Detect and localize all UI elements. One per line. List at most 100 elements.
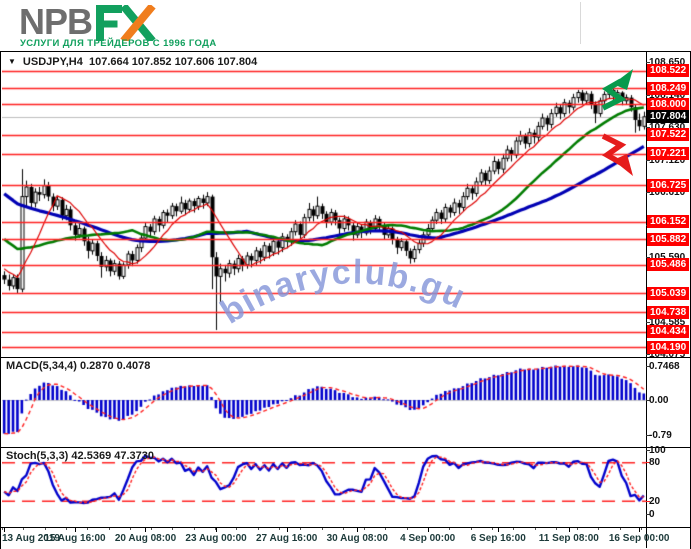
time-axis-label: 13 Aug 2019 <box>2 533 60 544</box>
level-price-label: 105.882 <box>647 232 690 246</box>
time-axis-label: 6 Sep 16:00 <box>470 533 526 544</box>
time-minor-tick <box>172 528 174 530</box>
time-minor-tick <box>491 528 493 530</box>
current-price-label: 107.804 <box>647 110 690 123</box>
time-minor-tick <box>236 528 238 530</box>
time-tick <box>357 528 358 532</box>
price-scale-label: 108.140 <box>649 89 686 101</box>
time-minor-tick <box>513 528 515 530</box>
level-price-label: 108.249 <box>647 81 690 95</box>
time-tick <box>639 528 640 532</box>
time-minor-tick <box>151 528 153 530</box>
panel-separator-2 <box>0 447 691 448</box>
level-price-label: 107.221 <box>647 147 690 161</box>
indicator-tick <box>646 513 650 515</box>
indicator-tick <box>646 399 650 401</box>
time-axis-label: 20 Aug 08:00 <box>114 533 177 544</box>
price-tick <box>646 127 650 129</box>
indicator-tick <box>646 449 650 451</box>
price-scale-label: 106.610 <box>649 187 686 199</box>
stoch-label: Stoch(5,3,3) 42.5369 47.3730 <box>6 450 154 462</box>
time-minor-tick <box>385 528 387 530</box>
level-price-label: 108.000 <box>647 97 690 111</box>
logo-tagline: УСЛУГИ ДЛЯ ТРЕЙДЕРОВ С 1996 ГОДА <box>20 38 217 49</box>
buy-signal-up-arrow-icon <box>601 69 633 111</box>
macd-indicator-chart[interactable] <box>2 358 646 446</box>
level-price-label: 104.190 <box>647 340 690 354</box>
indicator-scale-label: 80 <box>649 457 661 469</box>
time-minor-tick <box>449 528 451 530</box>
price-tick <box>646 94 650 96</box>
time-minor-tick <box>23 528 25 530</box>
indicator-scale-label: 100 <box>649 444 666 456</box>
time-tick <box>569 528 570 532</box>
level-price-label: 104.738 <box>647 305 690 319</box>
time-minor-tick <box>278 528 280 530</box>
time-minor-tick <box>641 528 642 530</box>
level-price-label: 106.725 <box>647 178 690 192</box>
time-axis-label: 4 Sep 00:00 <box>400 533 456 544</box>
indicator-scale-label: 0 <box>649 508 655 520</box>
time-minor-tick <box>577 528 579 530</box>
time-minor-tick <box>534 528 536 530</box>
indicator-tick <box>646 462 650 464</box>
price-scale-label: 104.585 <box>649 316 686 328</box>
level-price-label: 104.434 <box>647 325 690 339</box>
panel-separator-1 <box>0 357 691 358</box>
time-minor-tick <box>87 528 89 530</box>
chart-title: ▼ USDJPY,H4 107.664 107.852 107.606 107.8… <box>8 56 257 68</box>
chart-symbol-period: USDJPY,H4 <box>22 56 83 68</box>
level-price-label: 106.152 <box>647 215 690 229</box>
price-tick <box>646 354 650 356</box>
time-minor-tick <box>406 528 408 530</box>
time-minor-tick <box>619 528 621 530</box>
time-axis-label: 30 Aug 08:00 <box>326 533 388 544</box>
time-tick <box>145 528 146 532</box>
indicator-tick <box>646 435 650 437</box>
time-minor-tick <box>470 528 472 530</box>
time-minor-tick <box>193 528 195 530</box>
level-price-label: 105.039 <box>647 286 690 300</box>
logo-text-npb: NPB <box>19 1 93 42</box>
indicator-tick <box>646 500 650 502</box>
time-minor-tick <box>65 528 67 530</box>
price-scale-label: 105.590 <box>649 251 685 264</box>
macd-label: MACD(5,34,4) 0.2870 0.4078 <box>6 360 150 372</box>
stochastic-indicator-chart[interactable] <box>2 448 646 526</box>
level-price-label: 105.486 <box>647 258 690 272</box>
time-axis-label: 11 Sep 08:00 <box>538 533 599 544</box>
time-minor-tick <box>108 528 110 530</box>
chart-ohlc-values: 107.664 107.852 107.606 107.804 <box>88 56 258 68</box>
time-tick <box>498 528 499 532</box>
time-minor-tick <box>555 528 557 530</box>
sell-signal-down-arrow-icon <box>601 133 633 176</box>
time-minor-tick <box>2 528 3 530</box>
indicator-scale-label: 0.00 <box>649 394 669 406</box>
price-scale-label: 104.075 <box>649 349 686 361</box>
price-scale-separator <box>646 52 647 548</box>
price-tick <box>646 61 650 63</box>
time-tick <box>428 528 429 532</box>
time-axis-separator <box>0 527 691 528</box>
header-divider <box>580 2 581 44</box>
time-minor-tick <box>44 528 46 530</box>
main-price-chart[interactable] <box>2 52 646 356</box>
time-minor-tick <box>598 528 600 530</box>
indicator-scale-label: 0.7468 <box>649 360 680 372</box>
price-scale-label: 108.650 <box>649 56 686 68</box>
macd-name: MACD(5,34,4) <box>6 360 77 372</box>
indicator-tick <box>646 365 650 367</box>
time-tick <box>216 528 217 532</box>
level-price-label: 107.522 <box>647 128 690 142</box>
stoch-values: 42.5369 47.3730 <box>71 450 155 462</box>
time-minor-tick <box>321 528 323 530</box>
time-tick <box>287 528 288 532</box>
price-tick <box>646 192 650 194</box>
time-minor-tick <box>257 528 259 530</box>
indicator-scale-label: 20 <box>649 495 661 507</box>
chart-dropdown-icon[interactable]: ▼ <box>8 57 16 66</box>
macd-values: 0.2870 0.4078 <box>79 360 151 372</box>
level-price-label: 108.522 <box>647 64 690 78</box>
time-minor-tick <box>300 528 302 530</box>
